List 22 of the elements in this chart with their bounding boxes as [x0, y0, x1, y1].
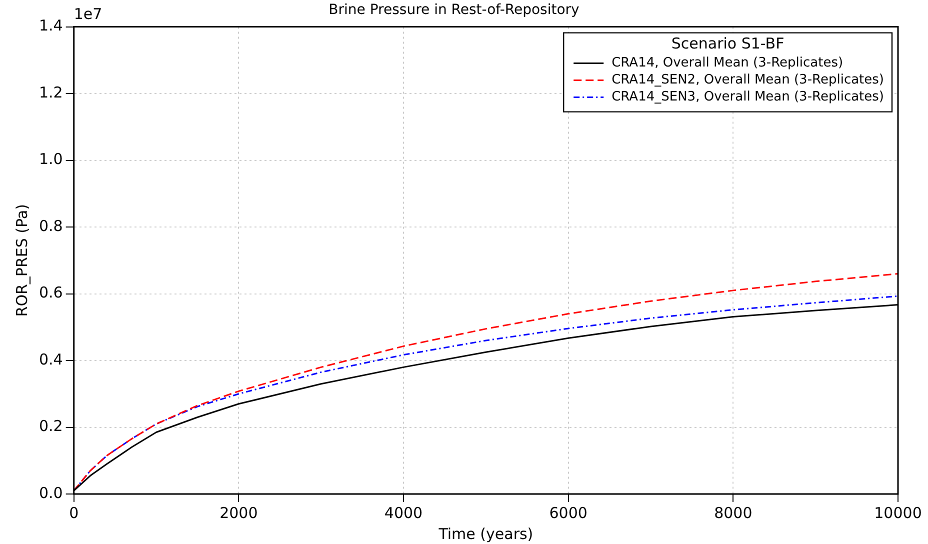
- x-tick-label: 6000: [549, 504, 588, 522]
- y-tick-label: 1.0: [38, 150, 63, 168]
- legend-label: CRA14_SEN2, Overall Mean (3-Replicates): [612, 72, 884, 88]
- x-axis-title: Time (years): [438, 524, 534, 543]
- x-tick-label: 10000: [874, 504, 922, 522]
- y-tick-label: 0.6: [38, 284, 63, 302]
- legend-title: Scenario S1-BF: [671, 34, 784, 53]
- x-tick-label: 8000: [714, 504, 752, 522]
- x-tick-label: 0: [69, 504, 79, 522]
- y-axis-title: ROR_PRES (Pa): [12, 204, 31, 317]
- legend-label: CRA14_SEN3, Overall Mean (3-Replicates): [612, 90, 884, 105]
- chart-title: Brine Pressure in Rest-of-Repository: [328, 2, 580, 18]
- y-tick-label: 1.2: [38, 83, 63, 102]
- y-tick-label: 1.4: [38, 16, 63, 35]
- y-tick-label: 0.0: [38, 484, 63, 502]
- y-tick-label: 0.8: [38, 216, 63, 235]
- y-tick-label: 0.2: [38, 417, 63, 436]
- y-tick-label: 0.4: [38, 350, 63, 368]
- text: 1e7: [74, 5, 102, 24]
- x-tick-label: 2000: [220, 504, 258, 522]
- x-tick-label: 4000: [384, 504, 423, 522]
- legend-label: CRA14, Overall Mean (3-Replicates): [612, 56, 844, 71]
